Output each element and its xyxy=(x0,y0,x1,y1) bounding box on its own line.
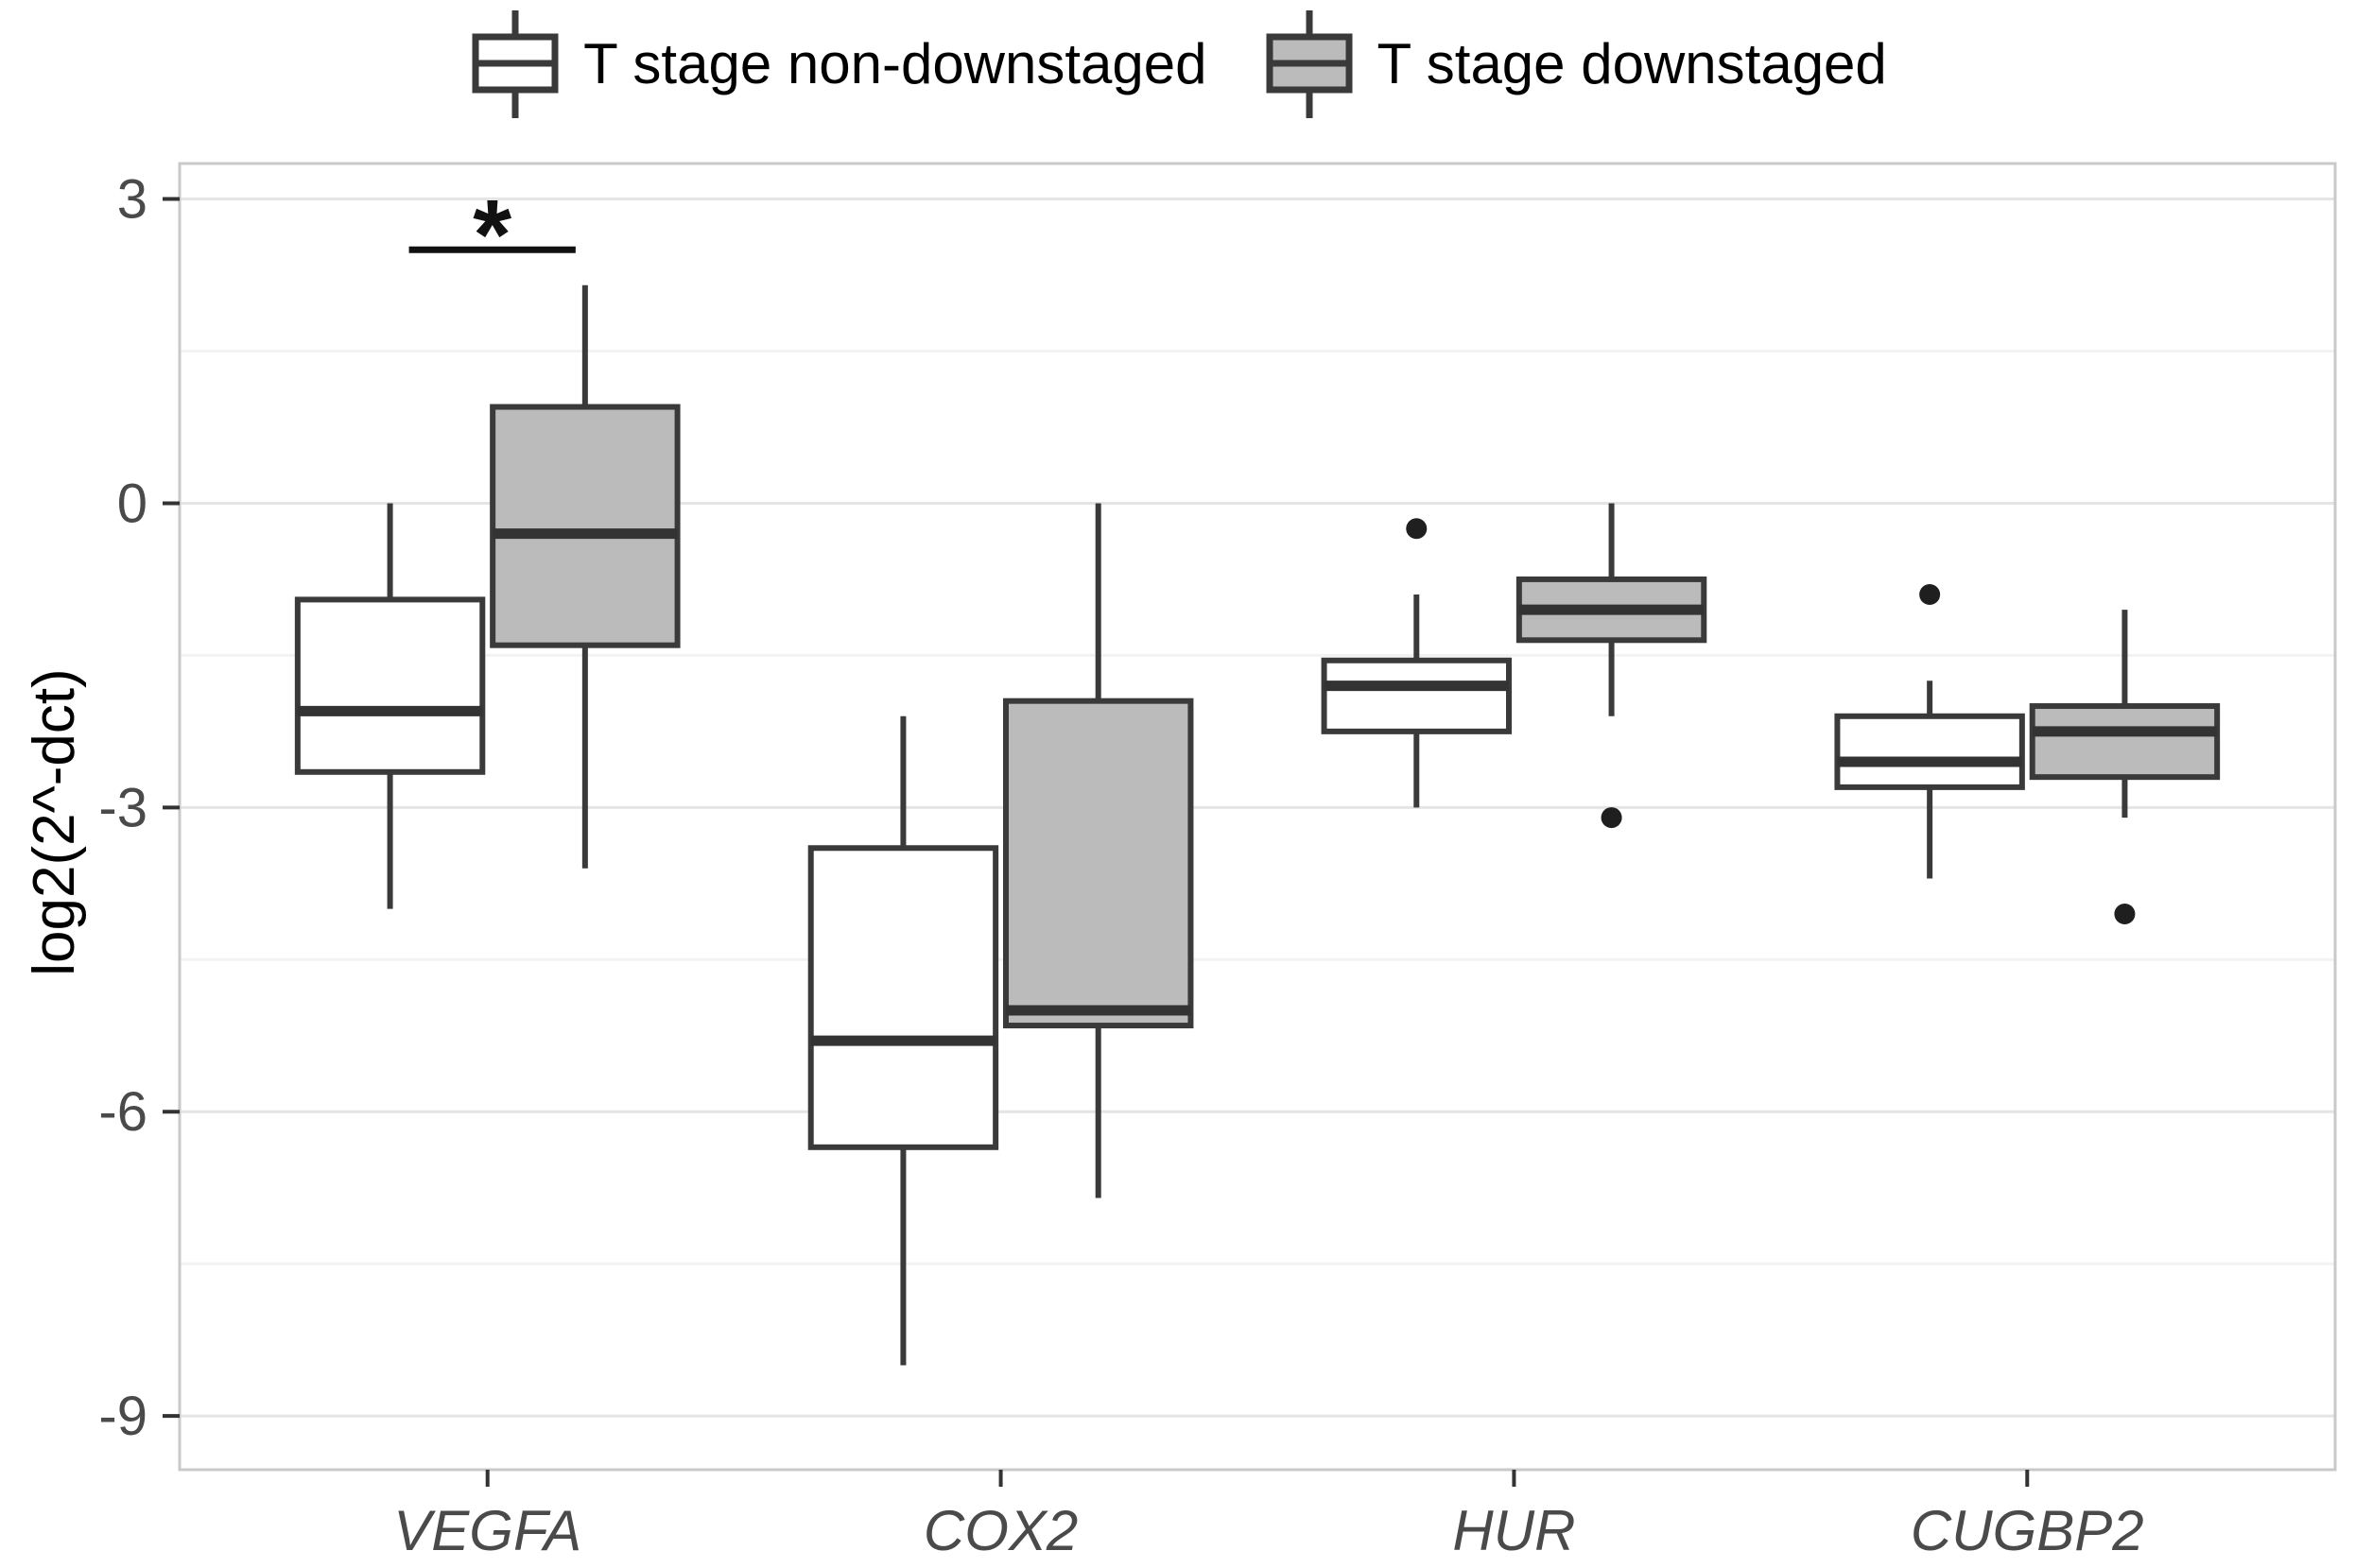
x-category-label-CUGBP2: CUGBP2 xyxy=(1911,1499,2144,1562)
box-COX2-downstaged xyxy=(1003,698,1194,1029)
y-tick-label: -6 xyxy=(98,1081,147,1143)
x-category-label-COX2: COX2 xyxy=(924,1499,1078,1562)
box-VEGFA-non-downstaged xyxy=(294,596,486,775)
y-tick-label: 0 xyxy=(117,473,147,534)
boxplot-key-gray-icon xyxy=(1266,9,1353,118)
outlier-CUGBP2-non-downstaged xyxy=(1919,584,1941,606)
box-HUR-non-downstaged xyxy=(1321,657,1512,734)
boxplot-key-white-icon xyxy=(472,9,559,118)
legend-item-non-downstaged: T stage non-downstaged xyxy=(468,9,1207,120)
box-COX2-non-downstaged xyxy=(807,845,999,1150)
y-tick-label: 3 xyxy=(117,169,147,231)
x-category-label-HUR: HUR xyxy=(1452,1499,1575,1562)
legend: T stage non-downstaged T stage downstage… xyxy=(0,0,2355,128)
outlier-CUGBP2-downstaged xyxy=(2114,904,2136,925)
plot-panel xyxy=(180,164,2335,1470)
box-VEGFA-downstaged xyxy=(490,404,681,648)
significance-asterisk: * xyxy=(473,180,511,290)
box-CUGBP2-non-downstaged xyxy=(1834,713,2025,790)
legend-item-downstaged: T stage downstaged xyxy=(1262,9,1887,120)
legend-label-non-downstaged: T stage non-downstaged xyxy=(583,32,1207,95)
panel-border xyxy=(178,162,2337,1472)
x-category-label-VEGFA: VEGFA xyxy=(393,1499,581,1562)
y-tick-label: -3 xyxy=(98,777,147,838)
outlier-HUR-downstaged xyxy=(1601,807,1622,829)
outlier-HUR-non-downstaged xyxy=(1406,518,1428,540)
box-CUGBP2-downstaged xyxy=(2029,703,2221,781)
legend-label-downstaged: T stage downstaged xyxy=(1377,32,1887,95)
y-tick-label: -9 xyxy=(98,1386,147,1447)
